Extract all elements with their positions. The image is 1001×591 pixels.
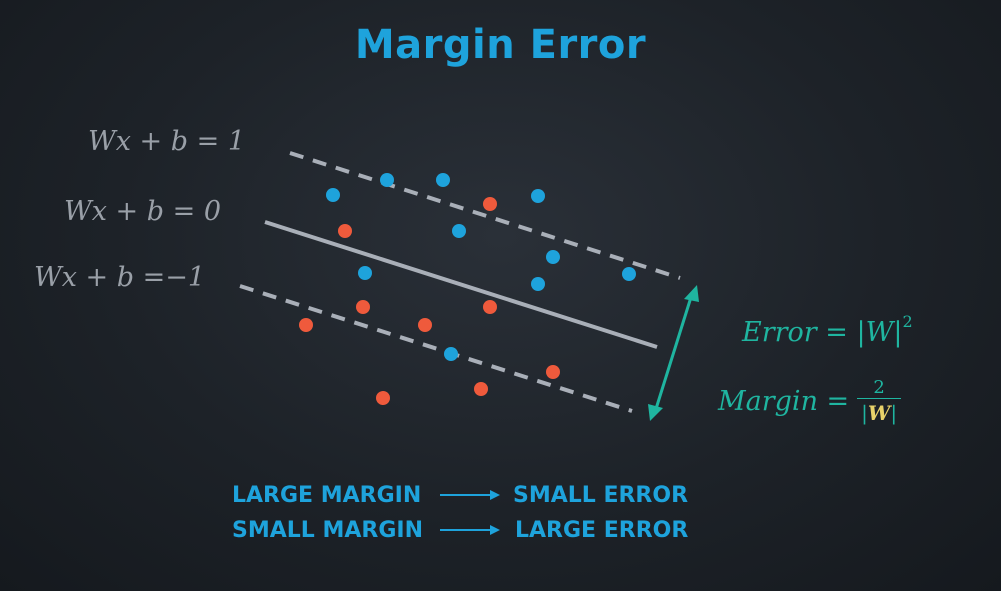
equation-lower: Wx + b =−1 (34, 262, 206, 293)
red-point (483, 197, 497, 211)
blue-point (358, 266, 372, 280)
blue-point (444, 347, 458, 361)
blue-point (531, 189, 545, 203)
lower-margin-line (239, 284, 633, 413)
blue-point (326, 188, 340, 202)
error-formula-lhs: Error = (742, 317, 848, 348)
equation-upper: Wx + b = 1 (88, 126, 246, 157)
red-point (299, 318, 313, 332)
red-point (483, 300, 497, 314)
error-formula: Error = |W|2 (742, 312, 913, 348)
rule-2-right: LARGE ERROR (515, 518, 689, 543)
rule-1-left: LARGE MARGIN (232, 483, 422, 508)
page-title: Margin Error (354, 22, 647, 68)
margin-denominator-w: W (867, 401, 891, 425)
blue-point (380, 173, 394, 187)
margin-formula-lhs: Margin = (718, 386, 850, 417)
double-arrow-icon (648, 285, 699, 421)
blue-point (452, 224, 466, 238)
margin-denominator: |W| (857, 398, 902, 425)
red-point (546, 365, 560, 379)
error-formula-exponent: 2 (902, 312, 913, 331)
blue-point (622, 267, 636, 281)
blue-point (546, 250, 560, 264)
blue-point (436, 173, 450, 187)
red-point (418, 318, 432, 332)
margin-numerator: 2 (873, 377, 885, 398)
upper-margin-line (289, 151, 681, 280)
red-point (376, 391, 390, 405)
equation-middle: Wx + b = 0 (64, 196, 222, 227)
right-arrow-icon (440, 490, 500, 500)
rule-1-right: SMALL ERROR (513, 483, 689, 508)
decision-boundary-line (264, 220, 658, 349)
margin-formula: Margin = 2 |W| (718, 377, 902, 425)
rule-2-left: SMALL MARGIN (232, 518, 423, 543)
red-point (338, 224, 352, 238)
margin-fraction: 2 |W| (857, 377, 902, 425)
red-point (356, 300, 370, 314)
red-point (474, 382, 488, 396)
blue-point (531, 277, 545, 291)
right-arrow-icon (440, 525, 500, 535)
error-formula-rhs: |W| (856, 317, 903, 348)
